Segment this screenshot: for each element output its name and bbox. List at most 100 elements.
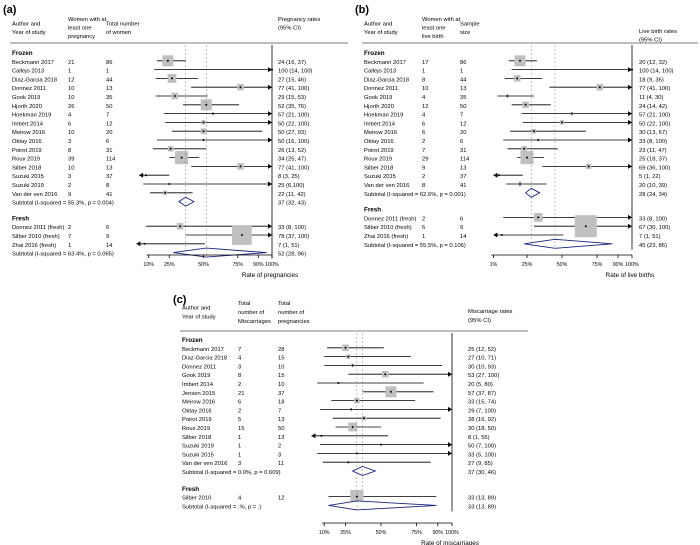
study-ci: 11 (4, 30) xyxy=(639,95,663,101)
point-estimate xyxy=(380,443,382,446)
pooled-estimate-diamond xyxy=(173,247,267,258)
pooled-estimate-diamond xyxy=(328,500,437,511)
ci-arrow-right xyxy=(448,450,452,456)
study-ci: 25 (18, 37) xyxy=(639,157,667,163)
study-name: Suzuki 2015 xyxy=(182,452,214,458)
study-events: 6 xyxy=(238,400,241,406)
column-header: number of xyxy=(278,310,304,316)
ci-arrow-right xyxy=(448,406,452,412)
study-events: 3 xyxy=(238,461,241,467)
ci-arrow-right xyxy=(448,442,452,448)
study-name: Oktay 2016 xyxy=(182,408,212,414)
x-axis-tick-label: 10% xyxy=(143,262,154,268)
study-events: 21 xyxy=(68,60,74,66)
study-ci: 33 (8, 100) xyxy=(639,139,667,145)
study-name: Poirot 2019 xyxy=(364,148,394,154)
study-events: 3 xyxy=(68,139,71,145)
study-name: Donnez 2011 xyxy=(12,86,46,92)
point-estimate xyxy=(537,216,540,219)
subtotal-label: Subtotal (I-squared = .%, p = .) xyxy=(182,504,261,510)
column-header: Miscarriages xyxy=(238,319,271,325)
point-estimate xyxy=(240,234,243,236)
study-total: 12 xyxy=(106,121,112,127)
column-header: of women xyxy=(106,30,131,36)
x-axis-tick-label: 90% xyxy=(432,530,443,536)
study-name: Oktay 2016 xyxy=(12,139,42,145)
point-estimate xyxy=(498,174,500,177)
point-estimate xyxy=(500,234,503,236)
study-ci: 25 (12, 52) xyxy=(468,347,496,353)
study-total: 13 xyxy=(278,435,284,441)
study-name: Beckmann 2017 xyxy=(182,347,224,353)
ci-column-header: Pregnancy rates xyxy=(278,17,320,23)
study-ci: 30 (18, 50) xyxy=(468,426,496,432)
column-header: Author and xyxy=(182,306,210,312)
study-ci: 69 (36, 100) xyxy=(639,165,670,171)
study-events: 4 xyxy=(422,113,426,119)
point-estimate xyxy=(170,77,173,80)
point-estimate xyxy=(584,225,587,228)
ci-arrow-right xyxy=(628,84,632,90)
study-total: 6 xyxy=(460,139,463,145)
subtotal-label: Subtotal (I-squared = 0.0%, p = 0.609) xyxy=(182,470,281,476)
point-estimate xyxy=(598,86,601,89)
ci-arrow-right xyxy=(268,232,272,238)
study-events: 12 xyxy=(68,77,74,83)
ci-arrow-right xyxy=(628,137,632,143)
x-axis-tick-label: 25% xyxy=(522,262,533,268)
study-name: Diaz-Garcia 2018 xyxy=(182,356,227,362)
study-total: 18 xyxy=(278,400,284,406)
study-ci: 25 (6,100) xyxy=(278,183,304,189)
study-ci: 52 (35, 76) xyxy=(278,104,306,110)
study-ci: 50 (7, 100) xyxy=(468,444,496,450)
column-header: pregnancies xyxy=(278,319,310,325)
study-events: 10 xyxy=(68,95,74,101)
study-total: 11 xyxy=(278,461,284,467)
study-events: 1 xyxy=(238,444,241,450)
panel-label: (b) xyxy=(355,4,369,16)
subtotal-label: Subtotal (I-squared = 55.5%, p = 0.106) xyxy=(364,243,466,249)
ci-arrow-right xyxy=(268,119,272,125)
panel-label: (c) xyxy=(173,294,187,306)
study-total: 8 xyxy=(106,183,109,189)
point-estimate xyxy=(179,225,182,228)
study-total: 12 xyxy=(460,121,466,127)
study-total: 9 xyxy=(106,234,109,240)
point-estimate xyxy=(561,121,563,124)
study-ci: 30 (13, 67) xyxy=(639,130,667,136)
study-ci: 20 (10, 39) xyxy=(639,183,667,189)
subtotal-ci: 37 (30, 46) xyxy=(468,470,496,476)
study-total: 37 xyxy=(460,174,466,180)
study-events: 1 xyxy=(422,234,425,240)
study-ci: 27 (15, 46) xyxy=(278,77,306,83)
subgroup-title: Frozen xyxy=(182,337,203,344)
study-ci: 23 (11, 47) xyxy=(639,148,667,154)
study-name: Diaz-Garcia 2018 xyxy=(12,77,57,83)
subtotal-label: Subtotal (I-squared = 63.4%, p = 0.065) xyxy=(12,252,114,258)
study-name: Zhai 2016 (fresh) xyxy=(12,243,56,249)
study-total: 20 xyxy=(460,130,466,136)
ci-arrow-left xyxy=(493,172,498,178)
study-events: 7 xyxy=(238,347,241,353)
point-estimate xyxy=(202,130,205,133)
study-name: Meirow 2016 xyxy=(12,130,45,136)
forest-plot-c-svg: (c)Author and Year of study Total number of… xyxy=(173,294,528,545)
x-axis-tick-label: 50% xyxy=(557,262,568,268)
study-total: 20 xyxy=(106,130,112,136)
study-ci: 57 (37, 87) xyxy=(468,391,496,397)
column-header: size xyxy=(460,30,470,36)
x-axis-tick-label: 75% xyxy=(592,262,603,268)
point-estimate xyxy=(533,130,535,133)
study-name: Van der ven 2016 xyxy=(364,183,409,189)
study-events: 10 xyxy=(422,86,428,92)
column-header: Women with at xyxy=(68,17,107,23)
point-estimate xyxy=(202,121,205,124)
study-events: 3 xyxy=(238,364,241,370)
column-header: Year of study xyxy=(12,30,46,36)
study-ci: 27 (9, 85) xyxy=(468,461,493,467)
ci-column-header: Live birth rates xyxy=(639,29,677,35)
point-estimate xyxy=(180,156,183,159)
pooled-estimate-diamond xyxy=(178,196,195,207)
forest-plot-b-svg: (b) Author and Year of study Women with at l… xyxy=(355,4,698,279)
study-ci: 77 (41, 100) xyxy=(639,86,670,92)
